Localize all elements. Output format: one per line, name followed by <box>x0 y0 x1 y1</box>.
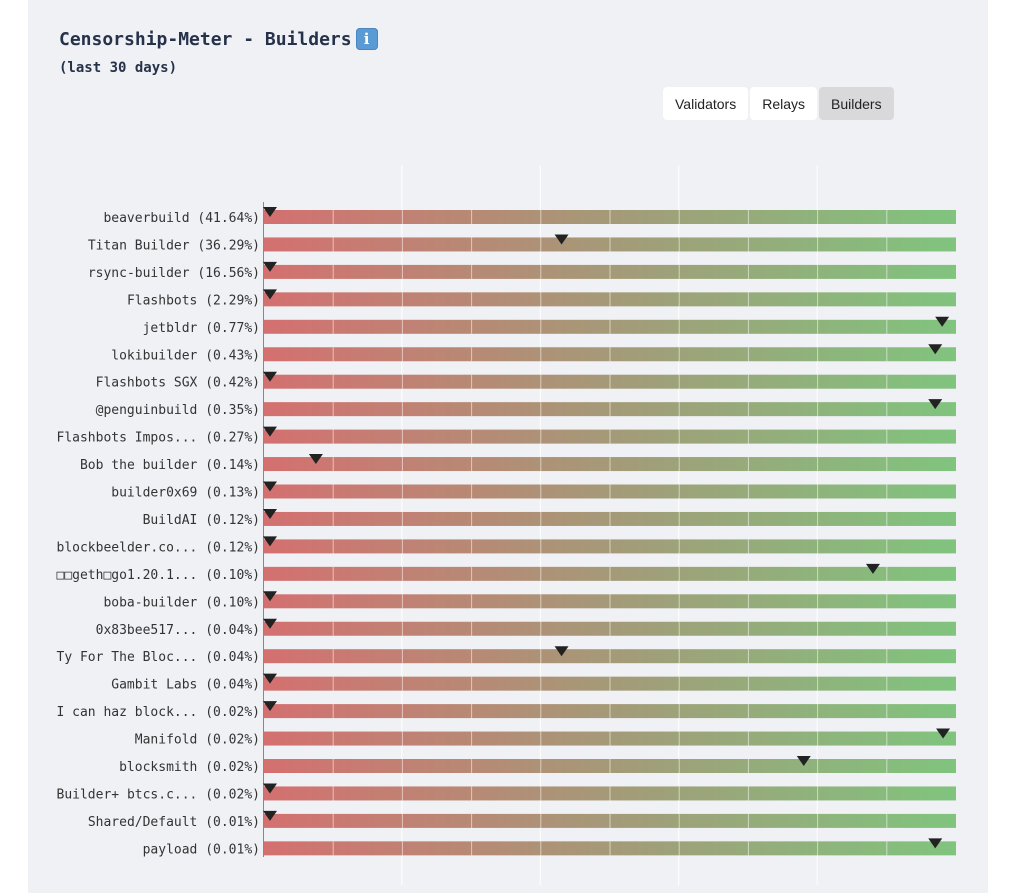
meter-marker <box>263 508 277 519</box>
meter-marker <box>263 810 277 821</box>
meter-marker <box>263 481 277 492</box>
chart-row: Flashbots Impos... (0.27%) <box>57 426 956 446</box>
page-title: Censorship-Meter - Builders i <box>59 28 378 50</box>
chart-rows: beaverbuild (41.64%) Titan Builder (36.29… <box>57 207 956 857</box>
chart-row: @penguinbuild (0.35%) <box>96 399 956 418</box>
row-label: builder0x69 (0.13%) <box>111 486 260 501</box>
meter-marker <box>263 261 277 272</box>
chart-row: builder0x69 (0.13%) <box>111 481 956 501</box>
chart-row: jetbldr (0.77%) <box>143 316 956 336</box>
row-label: payload (0.01%) <box>143 842 260 857</box>
chart-row: Ty For The Bloc... (0.04%) <box>57 646 956 665</box>
row-label: Ty For The Bloc... (0.04%) <box>57 650 261 665</box>
chart-row: rsync-builder (16.56%) <box>88 261 956 281</box>
view-tabs: Validators Relays Builders <box>663 87 894 120</box>
row-label: rsync-builder (16.56%) <box>88 266 260 281</box>
row-label: boba-builder (0.10%) <box>103 595 260 610</box>
page-subtitle: (last 30 days) <box>59 60 178 76</box>
row-label: Flashbots Impos... (0.27%) <box>57 431 261 446</box>
chart-row: □□geth□go1.20.1... (0.10%) <box>57 563 956 583</box>
meter-marker <box>865 563 880 574</box>
row-label: Manifold (0.02%) <box>135 733 260 748</box>
tab-relays[interactable]: Relays <box>750 87 818 120</box>
meter-marker <box>263 207 277 217</box>
chart-row: boba-builder (0.10%) <box>103 591 956 610</box>
meter-marker <box>554 646 569 657</box>
meter-marker <box>263 701 277 712</box>
row-label: □□geth□go1.20.1... (0.10%) <box>57 568 261 583</box>
meter-marker <box>936 728 951 739</box>
chart-row: Titan Builder (36.29%) <box>88 234 956 253</box>
row-label: I can haz block... (0.02%) <box>57 705 261 720</box>
row-label: beaverbuild (41.64%) <box>103 211 260 226</box>
row-label: Gambit Labs (0.04%) <box>111 678 260 693</box>
chart-row: I can haz block... (0.02%) <box>57 701 956 720</box>
row-label: 0x83bee517... (0.04%) <box>96 623 260 638</box>
meter-marker <box>263 289 277 300</box>
row-label: Titan Builder (36.29%) <box>88 238 260 253</box>
meter-marker <box>263 536 277 547</box>
chart-row: Flashbots (2.29%) <box>127 289 956 308</box>
meter-marker <box>263 591 277 602</box>
tab-builders[interactable]: Builders <box>819 87 894 120</box>
row-label: Flashbots SGX (0.42%) <box>96 376 260 391</box>
meter-marker <box>308 454 323 465</box>
row-label: lokibuilder (0.43%) <box>111 348 260 363</box>
meter-marker <box>263 426 277 437</box>
row-label: @penguinbuild (0.35%) <box>96 403 260 418</box>
chart-row: Builder+ btcs.c... (0.02%) <box>57 783 956 802</box>
meter-marker <box>263 371 277 382</box>
row-label: Flashbots (2.29%) <box>127 293 260 308</box>
row-label: BuildAI (0.12%) <box>143 513 260 528</box>
chart-row: blocksmith (0.02%) <box>119 756 956 775</box>
row-label: jetbldr (0.77%) <box>143 321 260 336</box>
meter-marker <box>796 756 811 766</box>
row-label: blocksmith (0.02%) <box>119 760 260 775</box>
row-label: Bob the builder (0.14%) <box>80 458 260 473</box>
meter-marker <box>928 399 943 410</box>
chart-row: Manifold (0.02%) <box>135 728 956 748</box>
chart-row: blockbeelder.co... (0.12%) <box>57 536 956 555</box>
meter-marker <box>263 618 277 629</box>
chart-row: Shared/Default (0.01%) <box>88 810 956 830</box>
meter-marker <box>928 838 943 849</box>
chart-row: lokibuilder (0.43%) <box>111 344 956 363</box>
meter-marker <box>263 673 277 684</box>
tab-validators[interactable]: Validators <box>663 87 749 120</box>
chart-row: payload (0.01%) <box>143 838 956 857</box>
chart-row: Flashbots SGX (0.42%) <box>96 371 956 391</box>
chart-row: BuildAI (0.12%) <box>143 508 956 528</box>
chart-row: Bob the builder (0.14%) <box>80 454 956 473</box>
page-title-text: Censorship-Meter - Builders <box>59 28 352 50</box>
row-label: blockbeelder.co... (0.12%) <box>57 540 261 555</box>
chart-row: 0x83bee517... (0.04%) <box>96 618 956 638</box>
meter-marker <box>928 344 943 355</box>
chart-row: Gambit Labs (0.04%) <box>111 673 956 693</box>
meter-marker <box>935 316 950 327</box>
row-label: Builder+ btcs.c... (0.02%) <box>57 787 261 802</box>
meter-marker <box>554 234 569 245</box>
row-label: Shared/Default (0.01%) <box>88 815 260 830</box>
meter-marker <box>263 783 277 794</box>
chart-row: beaverbuild (41.64%) <box>103 207 956 226</box>
info-icon[interactable]: i <box>355 28 378 50</box>
